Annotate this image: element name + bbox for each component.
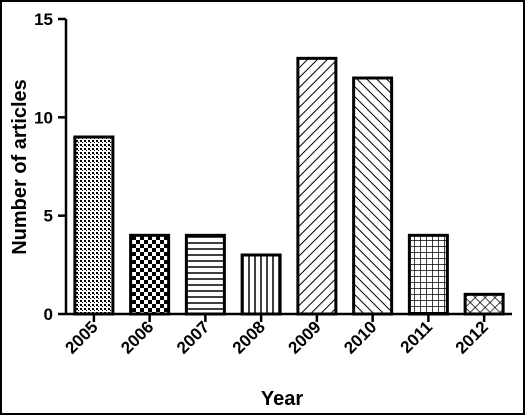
y-tick-label: 5 [44,207,53,226]
bar-2009 [296,56,338,316]
bar-2008 [240,253,282,316]
x-tick-label: 2006 [117,317,157,357]
x-tick-label: 2011 [397,317,437,357]
x-tick-label: 2008 [229,317,269,357]
bar-2007 [184,233,226,316]
x-tick-label: 2007 [173,317,213,357]
y-tick-label: 10 [34,108,53,127]
bar-2010 [352,76,394,316]
x-axis-title: Year [261,388,303,410]
x-tick-label: 2005 [62,317,102,357]
bar-2006 [129,233,171,316]
x-tick-label: 2009 [285,317,325,357]
bar-2011 [407,233,449,316]
y-axis: 0 5 10 15 [34,10,68,324]
x-axis: 2005 2006 2007 2008 2009 2010 2011 2012 [62,312,512,358]
x-tick-label: 2012 [452,317,492,357]
y-tick-label: 0 [44,305,53,324]
bars [73,56,505,316]
x-tick-label: 2010 [340,317,380,357]
bar-2005 [73,135,115,316]
bar-2012 [463,292,505,316]
y-axis-title: Number of articles [9,79,31,255]
y-tick-label: 15 [34,10,53,29]
